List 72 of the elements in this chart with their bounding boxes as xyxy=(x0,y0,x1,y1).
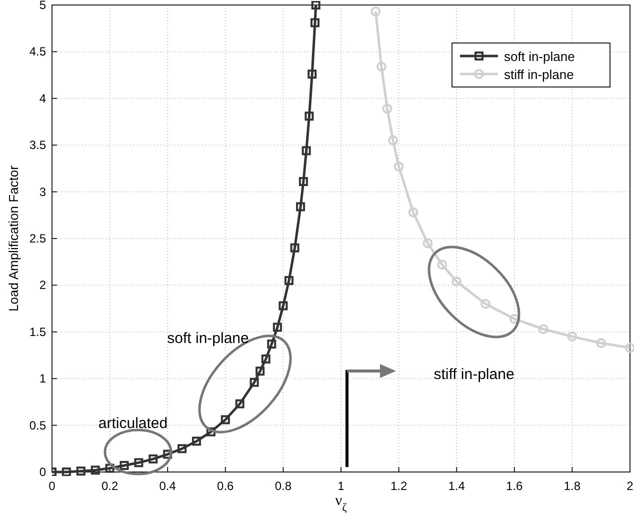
point xyxy=(452,276,462,286)
x-tick-label: 1.2 xyxy=(390,479,408,493)
point xyxy=(290,243,300,252)
point xyxy=(105,464,114,473)
point xyxy=(310,18,320,28)
point xyxy=(509,314,520,324)
point xyxy=(596,338,606,348)
y-tick-label: 1.5 xyxy=(29,324,46,339)
x-tick-label: 0.6 xyxy=(217,479,234,493)
point xyxy=(261,354,270,364)
y-tick-label: 3 xyxy=(39,184,46,199)
annotation: articulated xyxy=(98,415,168,432)
point xyxy=(163,450,172,459)
point xyxy=(538,324,548,334)
point xyxy=(284,276,294,286)
point xyxy=(311,1,320,10)
point xyxy=(272,322,282,332)
y-tick-label: 0 xyxy=(39,465,46,479)
point xyxy=(625,342,634,353)
point xyxy=(480,298,490,309)
y-tick-label: 5 xyxy=(39,0,46,12)
annotation: stiff in-plane xyxy=(434,366,514,383)
point xyxy=(206,427,216,436)
point xyxy=(178,444,187,454)
point xyxy=(120,460,129,470)
x-tick-label: 1.4 xyxy=(448,479,466,493)
y-tick-label: 2.5 xyxy=(29,232,46,246)
point xyxy=(267,340,276,349)
point xyxy=(408,207,418,218)
y-tick-label: 0.5 xyxy=(29,418,46,432)
point xyxy=(256,366,265,376)
point xyxy=(302,146,311,156)
point xyxy=(382,104,392,114)
point xyxy=(296,202,306,212)
x-tick-label: 1 xyxy=(338,479,345,493)
x-tick-label: 0 xyxy=(48,479,56,493)
point xyxy=(76,466,86,476)
point xyxy=(250,378,259,387)
point xyxy=(422,238,433,248)
point xyxy=(304,112,314,121)
x-tick-label: 0.4 xyxy=(159,479,176,493)
point xyxy=(376,62,386,72)
x-axis-title: ν$_{ζ}$ xyxy=(335,493,348,514)
y-tick-label: 2 xyxy=(39,278,46,292)
point xyxy=(90,466,100,475)
x-tick-label: 1.6 xyxy=(506,479,524,493)
point xyxy=(394,162,404,172)
y-tick-label: 4.5 xyxy=(29,44,46,59)
legend-label: stiff in-plane xyxy=(504,67,574,82)
legend-label: soft in-plane xyxy=(504,49,575,64)
point xyxy=(370,6,381,17)
x-tick-label: 0.8 xyxy=(274,479,292,493)
point xyxy=(62,468,71,476)
y-axis-title: Load Amplification Factor xyxy=(6,164,21,312)
x-tick-label: 0.2 xyxy=(101,479,118,493)
x-tick-label: 2 xyxy=(626,479,634,493)
annotation: soft in-plane xyxy=(167,330,249,347)
point xyxy=(192,436,201,446)
point xyxy=(308,70,317,79)
point xyxy=(235,399,244,408)
point xyxy=(148,454,158,464)
point xyxy=(437,260,448,270)
point xyxy=(134,458,144,468)
point xyxy=(278,301,288,310)
point xyxy=(388,135,398,146)
y-tick-label: 1 xyxy=(39,372,46,386)
x-tick-label: 1.8 xyxy=(564,479,581,493)
point xyxy=(220,415,230,424)
point xyxy=(567,332,578,342)
point xyxy=(298,177,308,186)
y-tick-label: 4 xyxy=(39,91,46,106)
y-tick-label: 3.5 xyxy=(29,138,46,152)
